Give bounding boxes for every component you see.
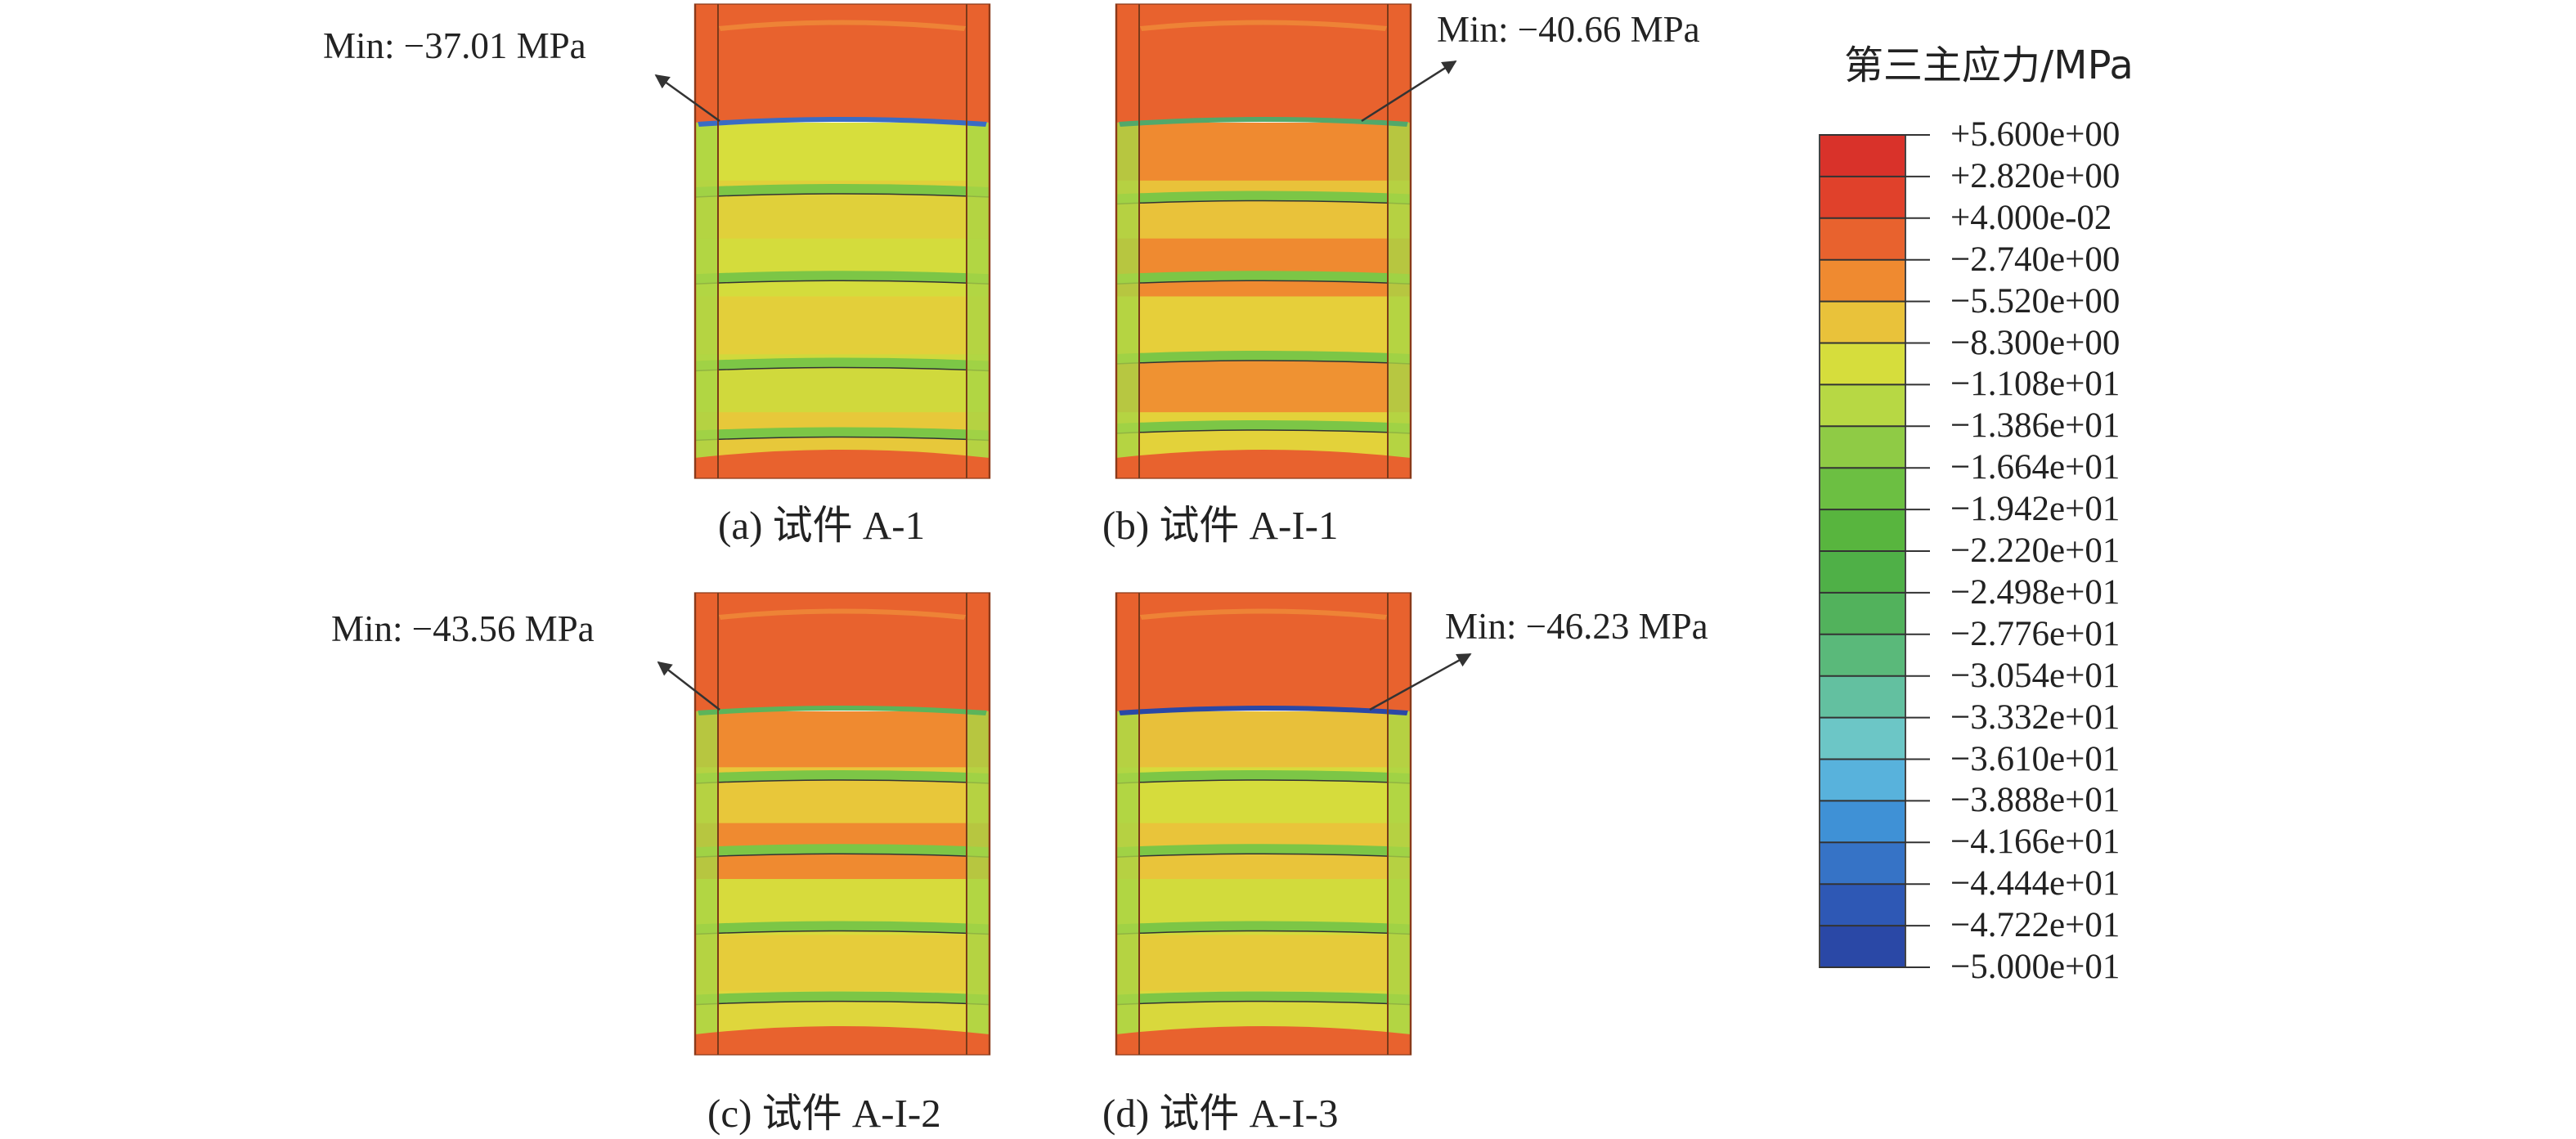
bottom-cap xyxy=(1116,1026,1411,1055)
min-stress-zone xyxy=(698,117,987,127)
stiffener-ring xyxy=(695,770,990,783)
legend-tick-label: −2.498e+01 xyxy=(1950,572,2120,612)
stiffener-ring xyxy=(695,427,990,441)
stress-band xyxy=(695,123,990,182)
stiffener-ring xyxy=(1116,420,1411,433)
legend-band xyxy=(1820,135,1905,177)
stress-band xyxy=(695,711,990,769)
stiffener-ring xyxy=(1116,921,1411,935)
stiffener-ring xyxy=(1116,191,1411,204)
caption-d: (d) 试件 A-I-3 xyxy=(1102,1091,1339,1136)
panel-b xyxy=(1100,0,1427,491)
bottom-cap xyxy=(695,1026,990,1055)
stiffener-ring xyxy=(695,844,990,858)
min-label-a: Min: −37.01 MPa xyxy=(323,25,586,66)
stress-band xyxy=(695,935,990,992)
stiffener-ring xyxy=(1116,844,1411,858)
stress-band xyxy=(1116,935,1411,992)
bottom-cap xyxy=(1116,450,1411,478)
legend-tick-label: −3.610e+01 xyxy=(1950,739,2120,778)
legend-tick-label: −3.054e+01 xyxy=(1950,656,2120,695)
stress-band xyxy=(1116,711,1411,769)
panel-d xyxy=(1100,589,1427,1063)
legend-tick-label: −2.740e+00 xyxy=(1950,240,2120,279)
legend-band xyxy=(1820,884,1905,926)
legend-band xyxy=(1820,426,1905,469)
legend-band xyxy=(1820,800,1905,843)
legend-band xyxy=(1820,717,1905,760)
stiffener-ring xyxy=(695,271,990,285)
caption-b: (b) 试件 A-I-1 xyxy=(1102,503,1339,548)
top-cap xyxy=(695,4,990,123)
legend-band xyxy=(1820,343,1905,385)
top-cap xyxy=(695,593,990,711)
legend-tick-label: −4.166e+01 xyxy=(1950,823,2120,862)
legend-tick-label: +5.600e+00 xyxy=(1950,115,2120,154)
legend-tick-label: −3.332e+01 xyxy=(1950,697,2120,737)
legend-tick-label: −5.520e+00 xyxy=(1950,281,2120,321)
legend-band xyxy=(1820,926,1905,968)
stiffener-ring xyxy=(1116,991,1411,1005)
legend-tick-label: −8.300e+00 xyxy=(1950,323,2120,362)
legend-tick-label: −4.722e+01 xyxy=(1950,906,2120,945)
legend-tick-label: −1.108e+01 xyxy=(1950,365,2120,404)
legend-tick-label: −1.386e+01 xyxy=(1950,406,2120,446)
legend-band xyxy=(1820,259,1905,303)
stress-band xyxy=(1116,123,1411,182)
legend-tick-label: −5.000e+01 xyxy=(1950,948,2120,986)
legend-band xyxy=(1820,634,1905,677)
legend-tick-label: −1.942e+01 xyxy=(1950,490,2120,529)
legend-tick-label: −3.888e+01 xyxy=(1950,781,2120,820)
stress-band xyxy=(1116,354,1411,414)
caption-c: (c) 试件 A-I-2 xyxy=(707,1091,941,1136)
legend-band xyxy=(1820,592,1905,635)
legend-band xyxy=(1820,842,1905,885)
legend-tick-label: −2.776e+01 xyxy=(1950,614,2120,653)
contour-plot-b xyxy=(1115,3,1412,479)
stress-band xyxy=(695,296,990,356)
bottom-cap xyxy=(695,450,990,478)
legend-band xyxy=(1820,301,1905,343)
legend-tick-label: −4.444e+01 xyxy=(1950,864,2120,904)
legend-band xyxy=(1820,468,1905,510)
stiffener-ring xyxy=(695,184,990,197)
min-label-d: Min: −46.23 MPa xyxy=(1445,606,1708,647)
stress-band xyxy=(695,238,990,298)
min-stress-zone xyxy=(1119,117,1408,127)
stiffener-ring xyxy=(1116,351,1411,364)
panel-c xyxy=(679,589,1006,1063)
stress-band xyxy=(1116,180,1411,240)
caption-a: (a) 试件 A-1 xyxy=(718,503,926,548)
legend-tick-label: −1.664e+01 xyxy=(1950,448,2120,487)
legend-tick-label: +2.820e+00 xyxy=(1950,156,2120,195)
stress-band xyxy=(1116,238,1411,298)
contour-plot-a xyxy=(693,3,991,479)
stress-band xyxy=(1116,296,1411,356)
min-label-b: Min: −40.66 MPa xyxy=(1437,9,1700,50)
min-stress-zone xyxy=(698,706,987,715)
legend-title: 第三主应力/MPa xyxy=(1844,43,2134,88)
stiffener-ring xyxy=(695,991,990,1005)
legend-band xyxy=(1820,759,1905,801)
legend-tick-label: +4.000e-02 xyxy=(1950,198,2112,237)
contour-plot-c xyxy=(693,592,991,1056)
legend-band xyxy=(1820,509,1905,552)
contour-plot-d xyxy=(1115,592,1412,1056)
legend-band xyxy=(1820,384,1905,427)
top-cap xyxy=(1116,4,1411,123)
min-label-c: Min: −43.56 MPa xyxy=(331,608,595,649)
legend-tick-label: −2.220e+01 xyxy=(1950,531,2120,570)
legend-band xyxy=(1820,551,1905,594)
top-cap xyxy=(1116,593,1411,711)
legend-band xyxy=(1820,217,1905,261)
stiffener-ring xyxy=(695,921,990,935)
panel-a xyxy=(679,0,1006,491)
legend-band xyxy=(1820,675,1905,719)
legend-band xyxy=(1820,176,1905,219)
stiffener-ring xyxy=(695,357,990,371)
stiffener-ring xyxy=(1116,271,1411,285)
stiffener-ring xyxy=(1116,770,1411,783)
min-stress-zone xyxy=(1119,706,1408,715)
